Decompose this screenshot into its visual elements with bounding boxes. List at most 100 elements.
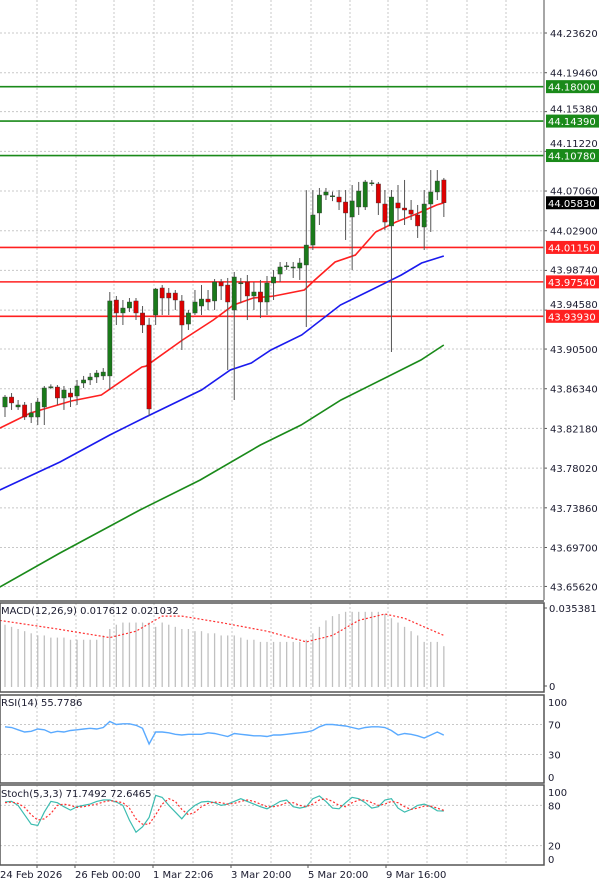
rsi-tick-label: 70 [548,721,561,732]
candle-body [310,214,316,246]
stoch-title: Stoch(5,3,3) 71.7492 72.6465 [1,789,152,800]
time-tick-label: 9 Mar 16:00 [386,870,446,881]
candle-body [81,379,87,384]
indicator-panel-border [0,694,545,784]
indicator-panel-border [0,784,545,866]
candle-body [428,191,434,205]
candle [159,285,165,315]
time-tick-label: 1 Mar 22:06 [153,870,213,881]
candle-body [120,307,126,314]
candle-body [100,371,106,377]
price-tick-label: 44.15380 [550,105,598,116]
candle [218,279,224,300]
candle [330,191,335,202]
candle-body [133,300,139,314]
price-tick-label: 43.78020 [550,464,598,475]
price-tick-label: 43.82180 [550,424,598,435]
candle-body [244,281,250,297]
candle [356,181,362,215]
candle [258,279,263,319]
candle-body [68,392,73,398]
candle-body [297,262,303,269]
candle [140,306,145,334]
candle [87,372,93,386]
candle-body [87,376,93,381]
candle-body [317,194,322,214]
candle [212,279,217,311]
candle-body [205,298,211,303]
price-tick-label: 44.07060 [550,186,598,197]
candle [375,181,381,215]
price-tick-label: 44.19460 [550,69,598,80]
rsi-tick-label: 30 [548,751,561,762]
candle [61,385,67,410]
candle-body [22,404,28,418]
candle-body [290,266,296,269]
candle [336,189,342,211]
level-price-badge [546,114,599,128]
time-tick-label: 24 Feb 2026 [0,870,62,881]
candle [369,179,375,186]
time-tick-label: 26 Feb 00:00 [75,870,141,881]
candle [251,281,257,311]
candle [408,200,414,221]
price-tick-label: 44.02900 [550,227,598,238]
candle [74,379,80,405]
candle [48,384,54,390]
candle-body [159,287,165,299]
stoch-tick-label: 100 [548,788,567,799]
candle-body [349,200,355,218]
price-tick-label: 43.73860 [550,504,598,515]
price-tick-label: 43.65620 [550,582,598,593]
candle-body [107,300,113,377]
candle [317,187,322,225]
candle [284,262,290,270]
candle-body [402,207,407,211]
level-price-badge [546,80,599,94]
candle [382,189,388,230]
candle [192,289,198,315]
candle-body [225,284,231,303]
candle [297,258,303,280]
price-tick-label: 43.69700 [550,544,598,555]
candle [264,275,270,315]
candle-body [153,288,159,316]
candle [107,291,113,390]
candle-body [251,291,257,297]
candle [290,262,296,278]
candle-body [140,312,145,326]
candle [120,300,126,325]
candle [349,185,355,271]
candle [205,289,211,311]
candle-body [395,202,401,209]
price-tick-label: 43.94580 [550,300,598,311]
candle [225,277,231,371]
candle-body [434,180,440,193]
candle-body [362,181,368,208]
candle [441,177,447,217]
time-tick-label: 5 Mar 20:00 [308,870,368,881]
candle-body [48,386,54,388]
candle-body [284,265,290,268]
candle [94,370,100,384]
candle-body [146,324,152,410]
level-price-label: 43.97540 [548,278,596,289]
moving-average-line-0 [0,202,445,429]
candle [153,287,159,325]
candle-body [2,396,8,408]
candle [323,187,329,200]
candle [15,400,21,410]
candle-body [41,387,47,408]
candle [343,189,348,240]
candle [395,185,401,221]
candle [238,277,244,304]
candle-body [303,244,309,266]
candle [428,170,434,232]
rsi-line [4,720,445,746]
candle-body [421,203,427,228]
candle-body [15,404,21,408]
candle-body [74,385,80,397]
candle-body [408,209,414,215]
level-price-badge [546,240,599,254]
